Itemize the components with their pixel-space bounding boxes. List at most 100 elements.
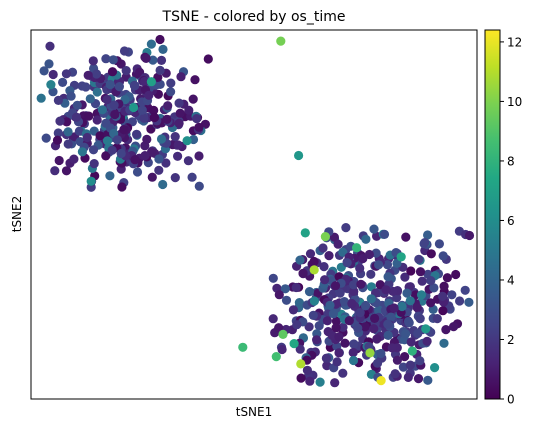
scatter-point: [281, 295, 292, 305]
scatter-point: [347, 299, 357, 309]
scatter-point: [389, 303, 399, 313]
points-layer: [36, 34, 475, 388]
scatter-point: [349, 339, 359, 349]
scatter-point: [406, 337, 416, 347]
scatter-point: [412, 303, 422, 313]
scatter-point: [119, 46, 130, 56]
scatter-point: [117, 182, 127, 192]
scatter-point: [442, 273, 452, 283]
scatter-point: [366, 294, 376, 304]
scatter-point: [334, 332, 344, 342]
scatter-point: [398, 362, 408, 372]
scatter-point: [358, 254, 368, 264]
scatter-point: [146, 77, 156, 87]
scatter-point: [44, 59, 54, 69]
scatter-point: [322, 361, 332, 371]
scatter-point: [45, 41, 55, 51]
scatter-point: [72, 100, 82, 110]
scatter-point: [381, 285, 391, 295]
scatter-point: [112, 135, 122, 145]
scatter-point: [304, 322, 314, 332]
scatter-point: [298, 268, 308, 278]
scatter-point: [348, 347, 358, 358]
scatter-point: [413, 374, 424, 384]
scatter-point: [295, 344, 305, 354]
scatter-point: [400, 272, 410, 282]
scatter-point: [325, 300, 335, 310]
scatter-point: [110, 109, 120, 120]
scatter-point: [370, 313, 380, 323]
scatter-point: [429, 283, 439, 293]
scatter-point: [101, 54, 111, 64]
scatter-point: [130, 155, 140, 165]
scatter-point: [305, 376, 315, 386]
colorbar-tick-label: 8: [507, 154, 515, 168]
scatter-point: [339, 297, 349, 307]
scatter-point: [101, 151, 111, 161]
scatter-point: [83, 70, 93, 80]
scatter-point: [348, 355, 359, 366]
scatter-point: [386, 312, 396, 322]
scatter-point: [63, 139, 73, 149]
scatter-point: [194, 122, 204, 132]
scatter-point: [158, 44, 168, 55]
scatter-point: [192, 114, 202, 124]
scatter-point: [402, 288, 412, 298]
scatter-point: [439, 281, 449, 291]
scatter-point: [82, 132, 92, 143]
scatter-point: [369, 224, 379, 234]
scatter-point: [451, 269, 461, 280]
scatter-point: [170, 132, 180, 142]
scatter-point: [62, 117, 72, 127]
scatter-point: [309, 296, 319, 306]
scatter-point: [268, 273, 278, 283]
scatter-point: [105, 79, 115, 90]
scatter-point: [348, 280, 359, 290]
scatter-point: [382, 260, 393, 270]
scatter-point: [173, 140, 183, 150]
scatter-point: [121, 66, 131, 76]
scatter-point: [372, 334, 382, 344]
scatter-point: [413, 328, 423, 339]
scatter-point: [107, 67, 118, 77]
scatter-point: [333, 239, 343, 249]
colorbar-tick-label: 2: [507, 333, 515, 347]
scatter-point: [52, 135, 63, 145]
scatter-point: [422, 336, 432, 346]
colorbar-tick-label: 10: [507, 95, 522, 109]
scatter-point: [276, 36, 286, 46]
scatter-point: [434, 239, 444, 249]
scatter-point: [154, 154, 164, 164]
scatter-point: [54, 155, 64, 166]
scatter-point: [312, 335, 322, 345]
scatter-point: [406, 266, 416, 276]
scatter-point: [340, 338, 350, 348]
colorbar-tick-label: 0: [507, 393, 515, 407]
scatter-point: [88, 56, 98, 66]
scatter-point: [109, 100, 119, 110]
scatter-point: [74, 126, 84, 136]
scatter-point: [36, 93, 46, 103]
scatter-point: [294, 150, 304, 161]
scatter-point: [173, 151, 183, 161]
scatter-point: [353, 323, 363, 333]
scatter-point: [142, 134, 152, 144]
scatter-point: [85, 94, 95, 104]
scatter-point: [84, 111, 94, 121]
scatter-point: [401, 232, 411, 242]
scatter-point: [332, 357, 342, 367]
scatter-point: [46, 80, 56, 90]
y-axis-label: tSNE2: [10, 196, 24, 233]
scatter-point: [107, 145, 117, 155]
scatter-point: [97, 105, 107, 115]
scatter-point: [296, 373, 306, 383]
scatter-point: [460, 285, 470, 295]
scatter-point: [187, 172, 197, 182]
scatter-point: [89, 159, 99, 169]
scatter-point: [295, 255, 305, 265]
scatter-point: [147, 172, 157, 182]
scatter-point: [318, 243, 328, 253]
scatter-point: [372, 358, 383, 368]
scatter-point: [139, 113, 149, 123]
